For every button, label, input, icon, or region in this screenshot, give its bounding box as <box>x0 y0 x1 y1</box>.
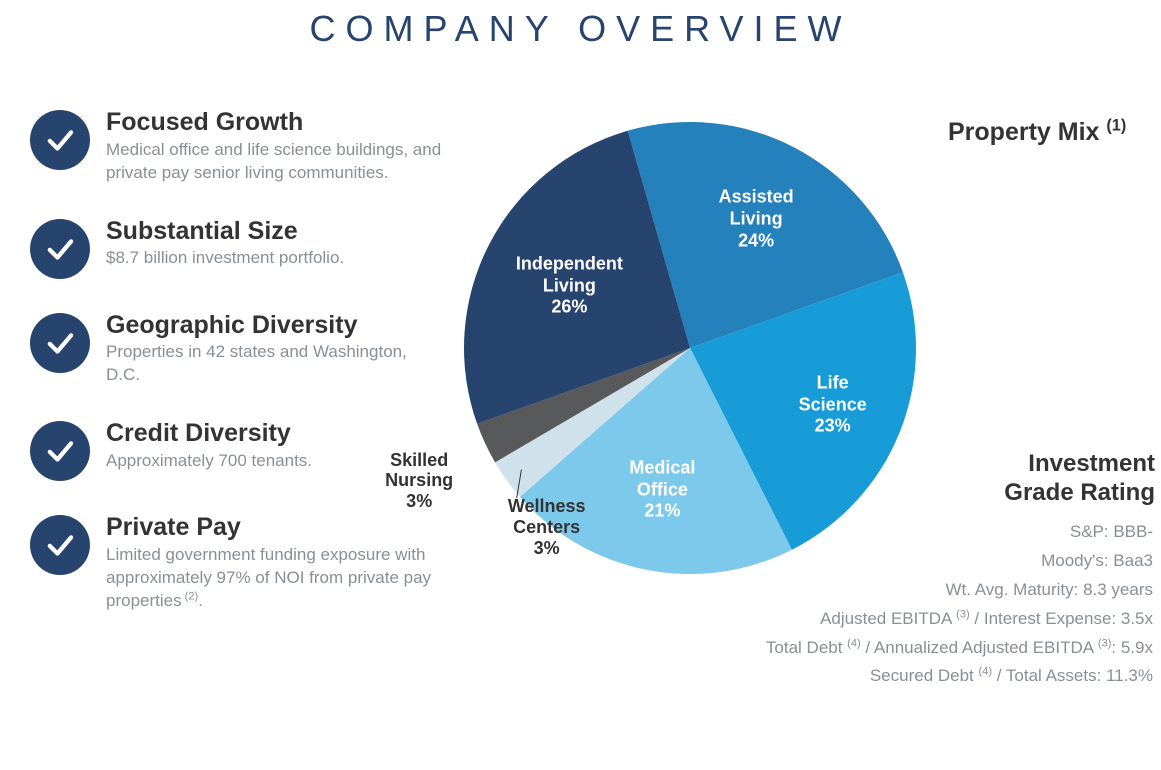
checkmark-icon <box>30 421 90 481</box>
rating-line: S&P: BBB- <box>553 518 1153 547</box>
bullet-item: Credit DiversityApproximately 700 tenant… <box>30 419 445 481</box>
bullet-desc: Medical office and life science building… <box>106 139 445 185</box>
checkmark-icon <box>30 313 90 373</box>
bullet-item: Focused GrowthMedical office and life sc… <box>30 108 445 185</box>
bullet-heading: Focused Growth <box>106 108 445 137</box>
property-mix-pie: AssistedLiving24%LifeScience23%MedicalOf… <box>460 118 920 578</box>
slide-root: { "title": "COMPANY OVERVIEW", "bullets"… <box>0 0 1161 770</box>
bullet-desc: Properties in 42 states and Washington, … <box>106 341 445 387</box>
bullet-heading: Credit Diversity <box>106 419 445 448</box>
pie-slice-ext-label: SkilledNursing3% <box>385 450 453 512</box>
bullet-heading: Geographic Diversity <box>106 311 445 340</box>
bullet-text: Substantial Size$8.7 billion investment … <box>106 217 445 271</box>
property-mix-heading: Property Mix (1) <box>948 118 1126 147</box>
bullet-item: Substantial Size$8.7 billion investment … <box>30 217 445 279</box>
checkmark-icon <box>30 219 90 279</box>
rating-line: Wt. Avg. Maturity: 8.3 years <box>553 576 1153 605</box>
bullet-desc: Limited government funding exposure with… <box>106 544 445 613</box>
bullet-text: Geographic DiversityProperties in 42 sta… <box>106 311 445 388</box>
bullet-text: Focused GrowthMedical office and life sc… <box>106 108 445 185</box>
checkmark-icon <box>30 110 90 170</box>
bullet-heading: Substantial Size <box>106 217 445 246</box>
bullet-heading: Private Pay <box>106 513 445 542</box>
bullet-item: Geographic DiversityProperties in 42 sta… <box>30 311 445 388</box>
investment-grade-heading: InvestmentGrade Rating <box>960 450 1155 508</box>
bullet-desc: $8.7 billion investment portfolio. <box>106 247 445 270</box>
bullet-list: Focused GrowthMedical office and life sc… <box>30 108 445 645</box>
rating-line: Total Debt (4) / Annualized Adjusted EBI… <box>553 634 1153 663</box>
rating-line: Secured Debt (4) / Total Assets: 11.3% <box>553 662 1153 691</box>
rating-line: Moody's: Baa3 <box>553 547 1153 576</box>
checkmark-icon <box>30 515 90 575</box>
bullet-item: Private PayLimited government funding ex… <box>30 513 445 613</box>
bullet-text: Private PayLimited government funding ex… <box>106 513 445 613</box>
rating-line: Adjusted EBITDA (3) / Interest Expense: … <box>553 605 1153 634</box>
page-title: COMPANY OVERVIEW <box>0 8 1161 50</box>
investment-grade-details: S&P: BBB-Moody's: Baa3Wt. Avg. Maturity:… <box>553 518 1153 691</box>
